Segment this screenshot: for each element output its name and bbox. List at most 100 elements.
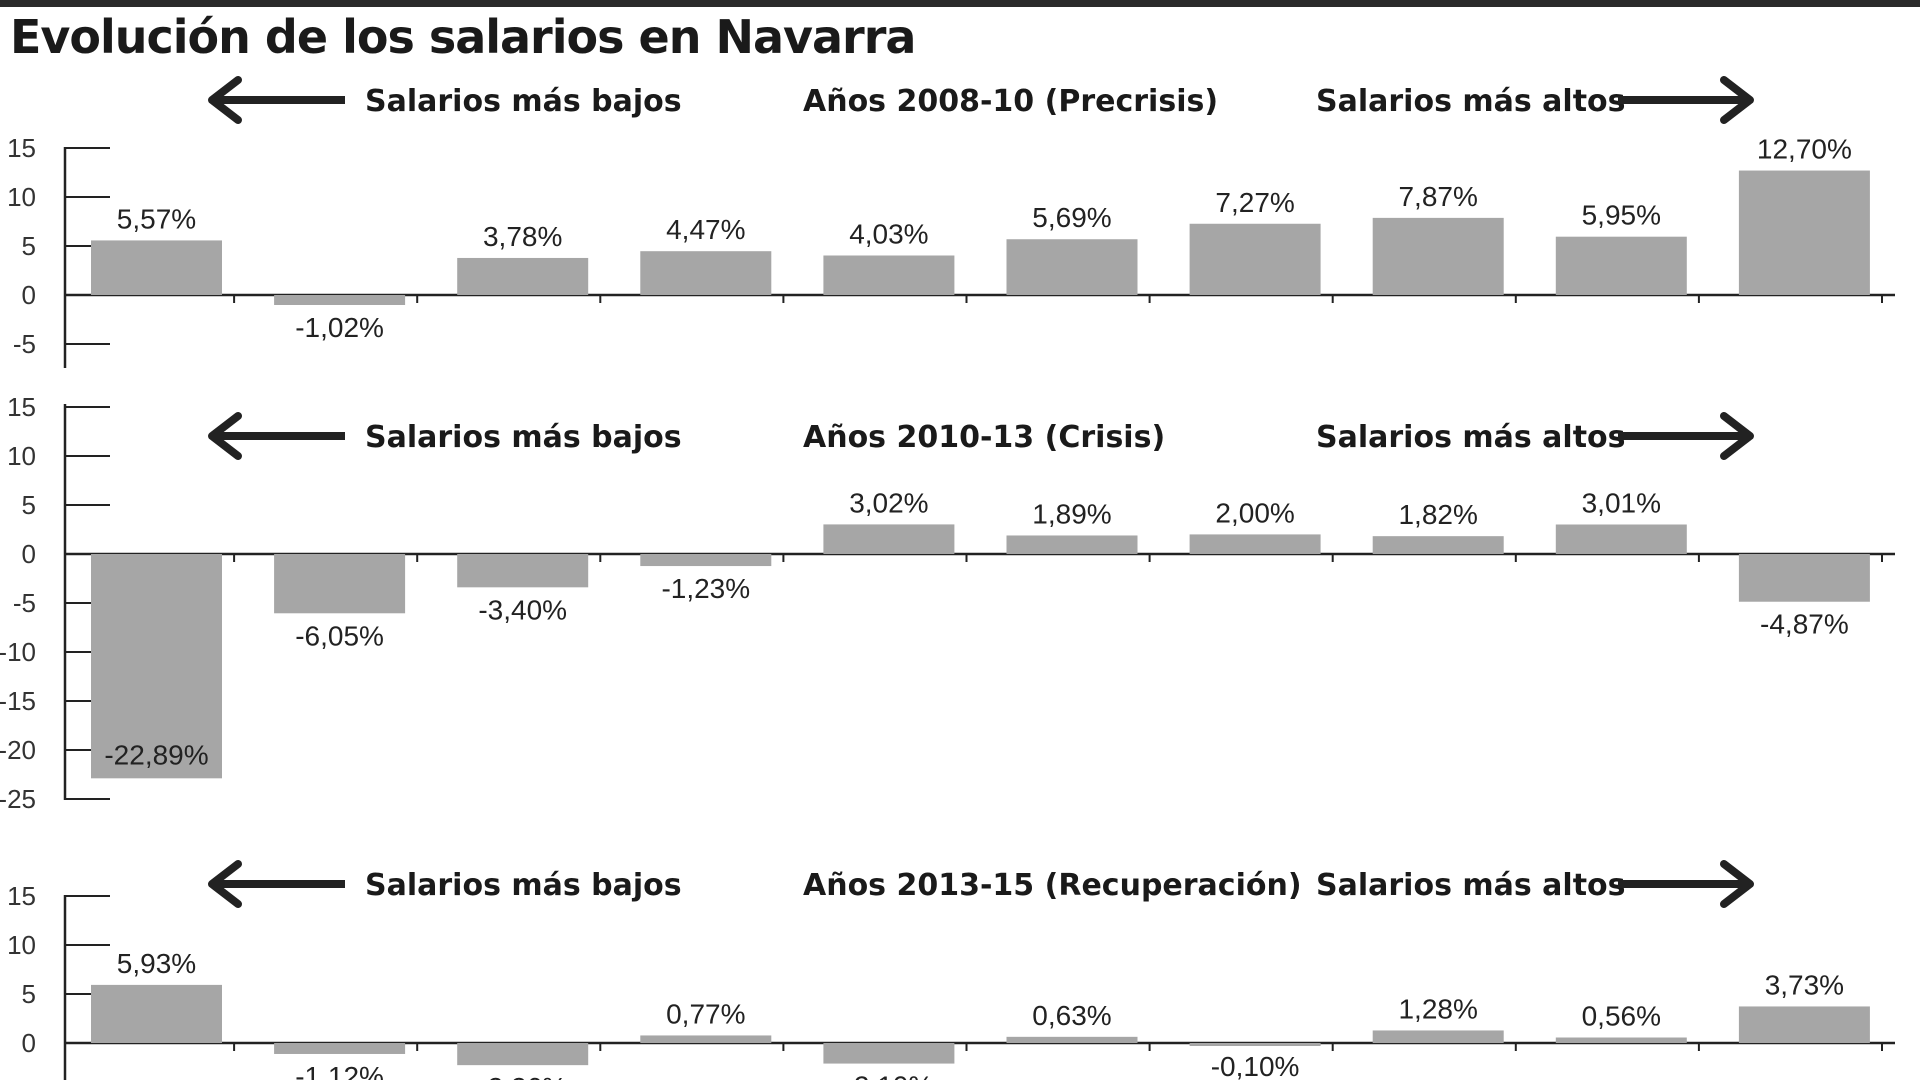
- panel-2-y-tick-label: 5: [22, 490, 36, 520]
- panel-2-value-label: 2,00%: [1215, 497, 1294, 528]
- panel-3-bar: [1006, 1036, 1138, 1043]
- panel-3-value-label: 3,73%: [1765, 969, 1844, 1000]
- panel-2-bar: [1189, 534, 1321, 554]
- panel-2-value-label: 1,89%: [1032, 498, 1111, 529]
- panel-1-y-tick-label: 5: [22, 231, 36, 261]
- panel-2-header-center: Años 2010-13 (Crisis): [803, 420, 1165, 455]
- panel-2-bar: [640, 554, 772, 567]
- panel-1-right-arrow-head: [1720, 76, 1754, 124]
- panel-2-y-tick-label: -10: [0, 637, 36, 667]
- panel-1-bar: [274, 295, 406, 305]
- panel-1-header-center: Años 2008-10 (Precrisis): [803, 84, 1218, 119]
- panel-3-bar: [274, 1043, 406, 1054]
- panel-2-y-tick-label: -25: [0, 784, 36, 814]
- panel-3-header-right: Salarios más altos: [1316, 868, 1626, 903]
- panel-2-header-years: Años 2010-13: [803, 420, 1045, 455]
- panel-2-y-tick-label: -20: [0, 735, 36, 765]
- panel-3-value-label: 0,77%: [666, 998, 745, 1029]
- chart-title: Evolución de los salarios en Navarra: [10, 10, 916, 64]
- panel-1-value-label: 5,95%: [1582, 200, 1661, 231]
- panel-2-bar: [1372, 536, 1504, 554]
- panel-2-value-label: -4,87%: [1760, 609, 1849, 640]
- panel-2-left-arrow-head: [208, 412, 242, 460]
- panel-3-y-tick-label: 5: [22, 979, 36, 1009]
- panel-3-left-arrow-head: [208, 860, 242, 908]
- panel-1-bar: [1372, 217, 1504, 295]
- panel-2-header-left: Salarios más bajos: [365, 420, 682, 455]
- panel-3-value-label: 0,56%: [1582, 1001, 1661, 1032]
- panel-1-value-label: 7,27%: [1215, 187, 1294, 218]
- panel-1-bar: [91, 240, 222, 295]
- panel-2-value-label: 1,82%: [1398, 499, 1477, 530]
- panel-1-header-period: (Precrisis): [1045, 84, 1218, 119]
- panel-1-value-label: 4,47%: [666, 214, 745, 245]
- panel-2-value-label: 3,01%: [1582, 488, 1661, 519]
- panel-3-header-years: Años 2013-15: [803, 868, 1045, 903]
- panel-1-header-years: Años 2008-10: [803, 84, 1045, 119]
- panel-3-y-tick-label: 15: [7, 881, 36, 911]
- panel-3-header-left: Salarios más bajos: [365, 868, 682, 903]
- panel-2-header-period: (Crisis): [1045, 420, 1166, 455]
- panel-1-y-tick-label: 10: [7, 182, 36, 212]
- panel-1-y-tick-label: 15: [7, 133, 36, 163]
- panel-3-value-label: 1,28%: [1398, 993, 1477, 1024]
- panel-1-value-label: 7,87%: [1398, 181, 1477, 212]
- panel-3-header-center: Años 2013-15 (Recuperación): [803, 868, 1302, 903]
- panel-3-value-label: 5,93%: [117, 948, 196, 979]
- panel-2-bar: [274, 554, 406, 614]
- panel-3-bar: [91, 984, 222, 1043]
- panel-2-value-label: -1,23%: [661, 573, 750, 604]
- panel-3-value-label: -0,10%: [1211, 1051, 1300, 1080]
- panel-1-left-arrow-head: [208, 76, 242, 124]
- panel-3-value-label: -2,26%: [478, 1072, 567, 1080]
- panel-2-y-tick-label: 15: [7, 392, 36, 422]
- panel-1-value-label: 5,69%: [1032, 202, 1111, 233]
- panel-2-bar: [823, 524, 955, 554]
- panel-1-bar: [457, 257, 589, 295]
- panel-1-bar: [1189, 223, 1321, 295]
- panel-2-bar: [1006, 535, 1138, 554]
- panel-2-y-tick-label: -15: [0, 686, 36, 716]
- panel-2-y-tick-label: 10: [7, 441, 36, 471]
- panel-1-value-label: 4,03%: [849, 219, 928, 250]
- panel-3-value-label: -2,10%: [845, 1071, 934, 1080]
- panel-2-value-label: 3,02%: [849, 487, 928, 518]
- panel-1-value-label: 3,78%: [483, 221, 562, 252]
- panel-2-bar: [91, 554, 222, 779]
- panel-2-bar: [1738, 554, 1870, 602]
- panel-1-bar: [1006, 239, 1138, 295]
- panel-1-y-tick-label: 0: [22, 280, 36, 310]
- panel-1-bar: [1555, 236, 1687, 295]
- panel-3-bar: [1372, 1030, 1504, 1043]
- panel-1-value-label: 5,57%: [117, 203, 196, 234]
- panel-2-right-arrow-head: [1720, 412, 1754, 460]
- panel-2-value-label: -3,40%: [478, 594, 567, 625]
- panel-3-bar: [1189, 1043, 1321, 1046]
- panel-3-value-label: -1,12%: [295, 1061, 384, 1080]
- panel-1-bar: [823, 255, 955, 295]
- panel-2-value-label: -6,05%: [295, 620, 384, 651]
- panel-2-value-label: -22,89%: [104, 739, 208, 770]
- panel-3-value-label: 0,63%: [1032, 1000, 1111, 1031]
- panel-2-y-tick-label: 0: [22, 539, 36, 569]
- panel-1-y-tick-label: -5: [13, 329, 36, 359]
- panel-3-bar: [823, 1043, 955, 1064]
- top-rule: [0, 0, 1920, 7]
- panel-2-y-tick-label: -5: [13, 588, 36, 618]
- panel-3-right-arrow-head: [1720, 860, 1754, 908]
- panel-2-header-right: Salarios más altos: [1316, 420, 1626, 455]
- panel-3-header-period: (Recuperación): [1045, 868, 1302, 903]
- panel-1-bar: [640, 251, 772, 295]
- panel-2-bar: [1555, 524, 1687, 554]
- panel-3-bar: [1738, 1006, 1870, 1043]
- panel-1-header-left: Salarios más bajos: [365, 84, 682, 119]
- panel-1-header-right: Salarios más altos: [1316, 84, 1626, 119]
- panel-1-value-label: -1,02%: [295, 312, 384, 343]
- panel-1-value-label: 12,70%: [1757, 134, 1852, 165]
- panel-3-y-tick-label: 0: [22, 1028, 36, 1058]
- panel-3-bar: [457, 1043, 589, 1066]
- panel-3-y-tick-label: 10: [7, 930, 36, 960]
- panel-2-bar: [457, 554, 589, 588]
